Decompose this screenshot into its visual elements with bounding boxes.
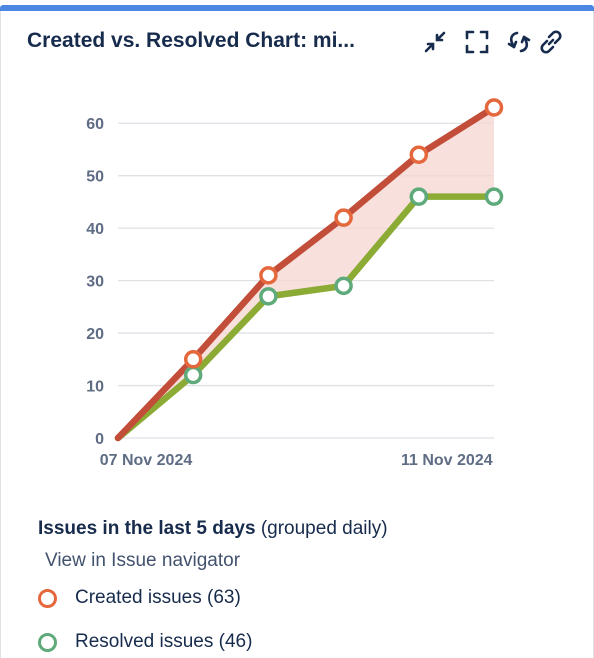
x-tick-label: 07 Nov 2024 <box>100 452 193 469</box>
created-point[interactable] <box>259 266 278 285</box>
legend-item-created: Created issues (63) <box>38 587 241 609</box>
link-button[interactable] <box>536 27 566 57</box>
refresh-icon <box>506 29 532 55</box>
resolved-point[interactable] <box>334 276 353 296</box>
chart-summary: Issues in the last 5 days (grouped daily… <box>38 518 388 540</box>
maximize-button[interactable] <box>462 27 492 57</box>
y-tick-label: 10 <box>86 379 104 396</box>
resolved-point[interactable] <box>259 287 278 306</box>
minimize-icon <box>422 29 448 55</box>
summary-grouping: (grouped daily) <box>260 518 388 539</box>
maximize-icon <box>464 29 490 55</box>
issue-navigator-link[interactable]: View in Issue navigator <box>45 550 241 571</box>
summary-period: Issues in the last 5 days <box>38 518 256 539</box>
refresh-button[interactable] <box>504 27 534 57</box>
legend-label-resolved: Resolved issues (46) <box>75 631 253 652</box>
resolved-point[interactable] <box>484 187 504 206</box>
gadget-header: Created vs. Resolved Chart: mi... <box>27 27 580 63</box>
legend-label-created: Created issues (63) <box>75 587 241 608</box>
created-point[interactable] <box>409 145 429 164</box>
created-marker-icon <box>38 588 57 608</box>
y-tick-label: 60 <box>86 116 104 133</box>
legend-item-resolved: Resolved issues (46) <box>38 631 252 653</box>
created-line <box>114 104 498 442</box>
gadget-toolbar <box>420 27 578 57</box>
resolved-line <box>114 193 498 442</box>
chart-labels: 0 10 20 30 40 50 60 07 Nov 2024 11 Nov 2024 <box>86 116 493 469</box>
created-point[interactable] <box>334 208 353 227</box>
created-vs-resolved-chart: 0 10 20 30 40 50 60 07 Nov 2024 11 Nov 2024 <box>86 98 504 469</box>
resolved-point[interactable] <box>409 187 429 206</box>
resolved-marker-icon <box>38 632 57 652</box>
y-tick-label: 50 <box>86 169 104 186</box>
y-tick-label: 20 <box>86 326 104 343</box>
created-point[interactable] <box>484 98 504 117</box>
created-point[interactable] <box>183 350 203 369</box>
minimize-button[interactable] <box>420 27 450 57</box>
created-resolved-gap-area <box>118 107 494 438</box>
chart-lines <box>114 104 498 442</box>
chart-fill-area <box>118 107 494 438</box>
chart-markers <box>183 98 504 385</box>
y-tick-label: 0 <box>95 431 104 448</box>
accent-bar <box>0 5 594 11</box>
y-tick-label: 40 <box>86 221 104 238</box>
x-tick-label: 11 Nov 2024 <box>401 452 493 469</box>
resolved-point[interactable] <box>183 365 203 385</box>
link-icon <box>537 28 565 56</box>
gadget-title: Created vs. Resolved Chart: mi... <box>27 29 355 52</box>
y-tick-label: 30 <box>86 274 104 291</box>
